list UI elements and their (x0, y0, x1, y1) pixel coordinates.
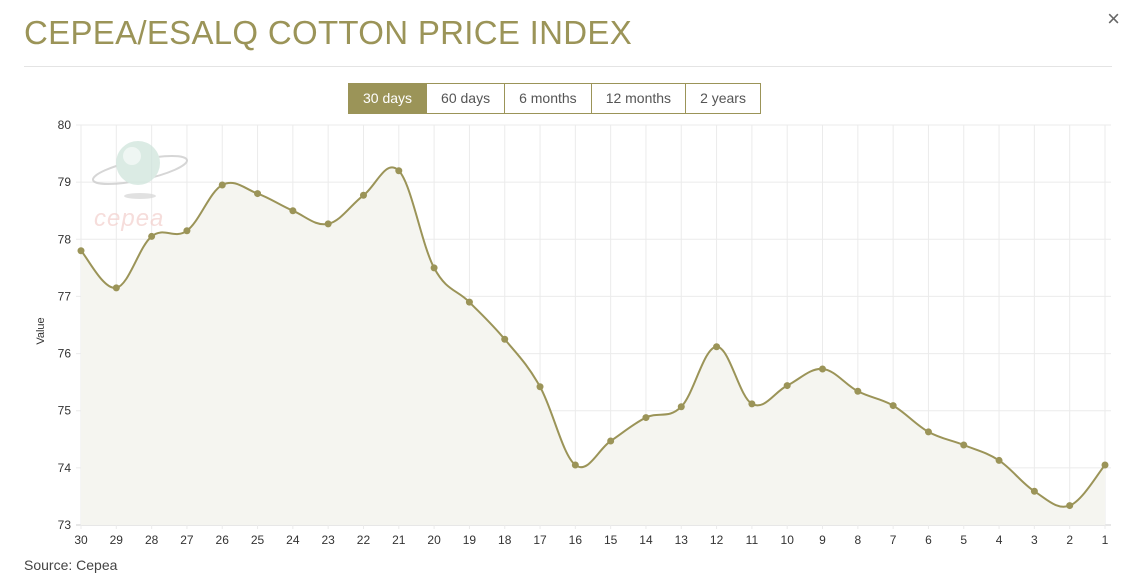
range-button-30-days[interactable]: 30 days (349, 84, 427, 113)
y-tick-label: 79 (58, 175, 72, 189)
data-point[interactable] (148, 232, 156, 240)
x-tick-label: 19 (463, 533, 477, 547)
y-tick-label: 75 (58, 404, 72, 418)
range-selector: 30 days 60 days 6 months 12 months 2 yea… (348, 83, 761, 114)
x-tick-label: 17 (533, 533, 547, 547)
x-tick-label: 12 (710, 533, 724, 547)
y-tick-label: 80 (58, 118, 72, 132)
x-tick-label: 24 (286, 533, 300, 547)
x-tick-label: 23 (321, 533, 335, 547)
close-icon[interactable]: × (1107, 6, 1120, 31)
source-note: Source: Cepea (24, 557, 118, 573)
x-tick-label: 4 (996, 533, 1003, 547)
x-tick-label: 13 (675, 533, 689, 547)
range-button-2-years[interactable]: 2 years (685, 84, 760, 113)
data-point[interactable] (183, 227, 191, 235)
y-tick-label: 76 (58, 347, 72, 361)
x-tick-label: 1 (1102, 533, 1109, 547)
data-point[interactable] (465, 298, 473, 306)
data-point[interactable] (713, 343, 721, 351)
x-tick-label: 21 (392, 533, 406, 547)
range-button-60-days[interactable]: 60 days (426, 84, 505, 113)
data-point[interactable] (607, 437, 615, 445)
data-point[interactable] (112, 284, 120, 292)
series-area (81, 167, 1105, 525)
data-point[interactable] (748, 400, 756, 408)
data-point[interactable] (254, 190, 262, 198)
title-divider (24, 66, 1112, 67)
x-tick-label: 9 (819, 533, 826, 547)
x-tick-label: 25 (251, 533, 265, 547)
logo-shadow (124, 193, 156, 199)
y-tick-labels: 73 74 75 76 77 78 79 80 (58, 118, 72, 532)
data-point[interactable] (501, 335, 509, 343)
x-tick-label: 2 (1066, 533, 1073, 547)
data-point[interactable] (642, 414, 650, 422)
data-point[interactable] (324, 220, 332, 228)
data-point[interactable] (218, 181, 226, 189)
data-point[interactable] (289, 207, 297, 215)
data-point[interactable] (1066, 502, 1074, 510)
x-tick-label: 26 (216, 533, 230, 547)
data-point[interactable] (1030, 487, 1038, 495)
x-tick-label: 20 (427, 533, 441, 547)
data-point[interactable] (819, 365, 827, 373)
data-point[interactable] (430, 264, 438, 272)
x-tick-label: 30 (74, 533, 88, 547)
x-tick-label: 8 (854, 533, 861, 547)
data-point[interactable] (1101, 461, 1109, 469)
x-tick-label: 3 (1031, 533, 1038, 547)
x-tick-label: 28 (145, 533, 159, 547)
y-tick-label: 78 (58, 232, 72, 246)
data-point[interactable] (77, 247, 85, 255)
cepea-logo: cepea (92, 141, 188, 232)
data-point[interactable] (995, 456, 1003, 464)
data-point[interactable] (536, 383, 544, 391)
logo-text: cepea (94, 205, 164, 232)
x-tick-label: 5 (960, 533, 967, 547)
x-tick-label: 10 (781, 533, 795, 547)
x-tick-labels: 30 29 28 27 26 25 24 23 22 21 20 19 18 17 16 15 14 13 12 11… (74, 533, 1108, 547)
x-tick-label: 27 (180, 533, 194, 547)
page-title: CEPEA/ESALQ COTTON PRICE INDEX (24, 14, 633, 51)
x-tick-label: 18 (498, 533, 512, 547)
x-tick-label: 15 (604, 533, 618, 547)
x-tick-label: 29 (110, 533, 124, 547)
data-point[interactable] (571, 461, 579, 469)
data-point[interactable] (889, 402, 897, 410)
y-tick-label: 77 (58, 289, 72, 303)
data-point[interactable] (960, 441, 968, 449)
data-point[interactable] (359, 191, 367, 199)
x-tick-label: 14 (639, 533, 653, 547)
data-point[interactable] (677, 403, 685, 411)
y-tick-label: 74 (58, 461, 72, 475)
x-tick-label: 22 (357, 533, 371, 547)
x-tick-label: 7 (890, 533, 897, 547)
y-tick-label: 73 (58, 518, 72, 532)
data-point[interactable] (395, 167, 403, 175)
logo-globe-highlight (123, 147, 141, 165)
data-point[interactable] (924, 428, 932, 436)
range-button-12-months[interactable]: 12 months (590, 84, 686, 113)
data-points (77, 167, 1109, 510)
data-point[interactable] (783, 382, 791, 390)
range-button-6-months[interactable]: 6 months (504, 84, 591, 113)
logo-globe (116, 141, 160, 185)
y-axis-label: Value (35, 317, 47, 344)
data-point[interactable] (854, 387, 862, 395)
x-tick-label: 11 (746, 533, 759, 547)
x-tick-label: 6 (925, 533, 932, 547)
x-tick-label: 16 (569, 533, 583, 547)
